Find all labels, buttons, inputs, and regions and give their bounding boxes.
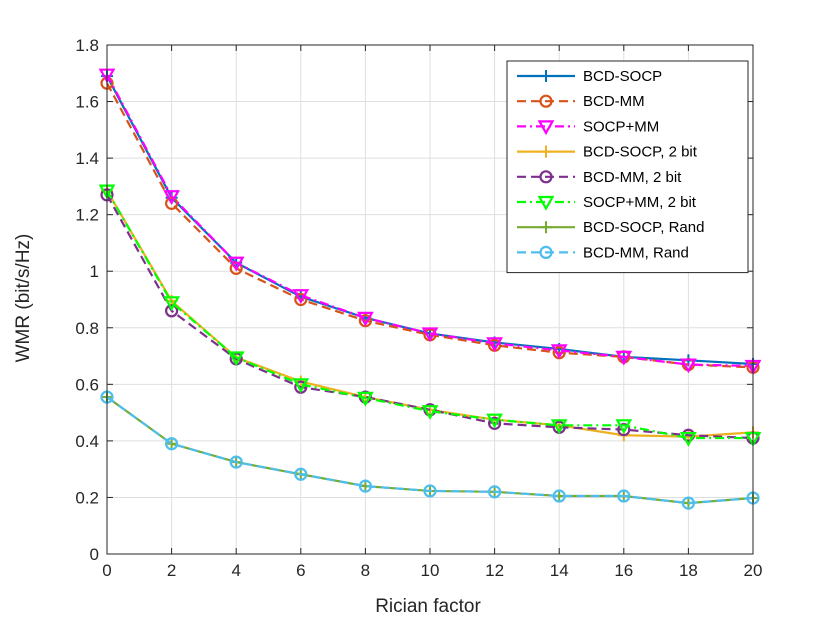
x-axis-title: Rician factor [375, 596, 481, 617]
data-point [552, 489, 566, 503]
data-point [421, 405, 439, 420]
data-point [488, 416, 502, 430]
y-tick-label: 0.8 [75, 319, 99, 338]
y-tick-label: 1.4 [75, 149, 99, 168]
x-tick-label: 8 [361, 561, 370, 580]
data-point [165, 437, 178, 450]
y-axis-title: WMR (bit/s/Hz) [13, 234, 34, 363]
data-point [227, 351, 245, 367]
x-tick-label: 12 [485, 561, 504, 580]
series-8 [100, 390, 760, 510]
data-point [227, 256, 245, 272]
legend-entry: BCD-SOCP [517, 68, 662, 85]
legend-marker [537, 195, 555, 211]
data-point [486, 413, 503, 429]
legend-label: SOCP+MM, 2 bit [583, 194, 697, 211]
data-point [550, 419, 568, 435]
data-point [615, 350, 633, 366]
legend-marker [540, 221, 552, 234]
data-point [163, 296, 180, 312]
legend-marker [539, 245, 553, 259]
plot-area-border [106, 44, 754, 555]
data-point [617, 489, 631, 503]
legend-entry: SOCP+MM [517, 118, 659, 135]
y-tick-label: 1.6 [75, 93, 99, 112]
data-point [421, 327, 439, 343]
legend-marker [539, 170, 553, 184]
legend: BCD-SOCP BCD-MM SOCP+MM BCD-SOCP, 2 bit BCD-… [506, 60, 749, 274]
legend-label: BCD-MM, Rand [583, 244, 689, 261]
legend-label: BCD-SOCP, Rand [583, 219, 704, 236]
data-point [680, 358, 697, 374]
series-line [106, 74, 754, 368]
data-point [681, 496, 696, 510]
data-point [486, 337, 503, 353]
legend-entry: BCD-SOCP, 2 bit [517, 144, 698, 161]
legend-entry: BCD-MM, Rand [517, 244, 689, 261]
x-tick-label: 4 [231, 561, 240, 580]
series-lines [98, 68, 762, 510]
data-point [617, 422, 631, 437]
legend-entry: BCD-SOCP, Rand [517, 219, 704, 236]
legend-marker [537, 120, 555, 136]
y-tick-label: 1.2 [75, 206, 99, 225]
series-line [106, 396, 754, 505]
y-tick-label: 0.2 [75, 488, 99, 507]
data-point [294, 292, 308, 307]
legend-marker [540, 145, 552, 158]
legend-label: BCD-SOCP, 2 bit [583, 144, 698, 161]
legend-label: BCD-MM, 2 bit [583, 169, 682, 186]
x-tick-label: 6 [296, 561, 305, 580]
legend-entry: SOCP+MM, 2 bit [517, 194, 697, 211]
data-point [292, 378, 310, 394]
data-point [680, 431, 697, 447]
x-tick-label: 10 [421, 561, 440, 580]
data-point [488, 485, 502, 499]
axis-ticks: 0 2 4 6 8 10 12 14 16 18 20 0 0.2 0.4 0.6 0.8 1 1.2 1.4 1.6… [75, 36, 762, 580]
data-point [358, 479, 372, 493]
legend-label: SOCP+MM [583, 118, 659, 135]
series-6 [98, 184, 762, 447]
legend-marker [539, 94, 553, 108]
series-line [106, 194, 754, 440]
legend-label: BCD-SOCP [583, 68, 662, 85]
y-tick-label: 0.6 [75, 375, 99, 394]
data-point [550, 344, 568, 360]
x-tick-label: 14 [550, 561, 569, 580]
legend-label: BCD-MM [583, 93, 645, 110]
x-tick-label: 0 [102, 561, 111, 580]
y-tick-label: 0 [90, 545, 99, 564]
y-tick-label: 1.8 [75, 36, 99, 55]
data-point [357, 391, 374, 407]
x-tick-label: 16 [614, 561, 633, 580]
data-point [163, 190, 180, 206]
y-tick-label: 0.4 [75, 432, 99, 451]
data-point [165, 437, 179, 451]
data-point [423, 484, 437, 498]
data-point [229, 455, 243, 469]
x-tick-label: 20 [744, 561, 763, 580]
data-point [292, 289, 310, 304]
data-point [615, 419, 633, 435]
legend-marker [540, 70, 552, 82]
data-point [165, 304, 179, 318]
series-line [106, 190, 753, 440]
data-point [294, 467, 308, 481]
legend-entry: BCD-MM, 2 bit [517, 169, 682, 186]
x-tick-label: 2 [167, 561, 176, 580]
legend-entry: BCD-MM [517, 93, 645, 110]
x-tick-label: 18 [679, 561, 698, 580]
y-tick-label: 1 [90, 262, 99, 281]
data-point [357, 311, 374, 327]
